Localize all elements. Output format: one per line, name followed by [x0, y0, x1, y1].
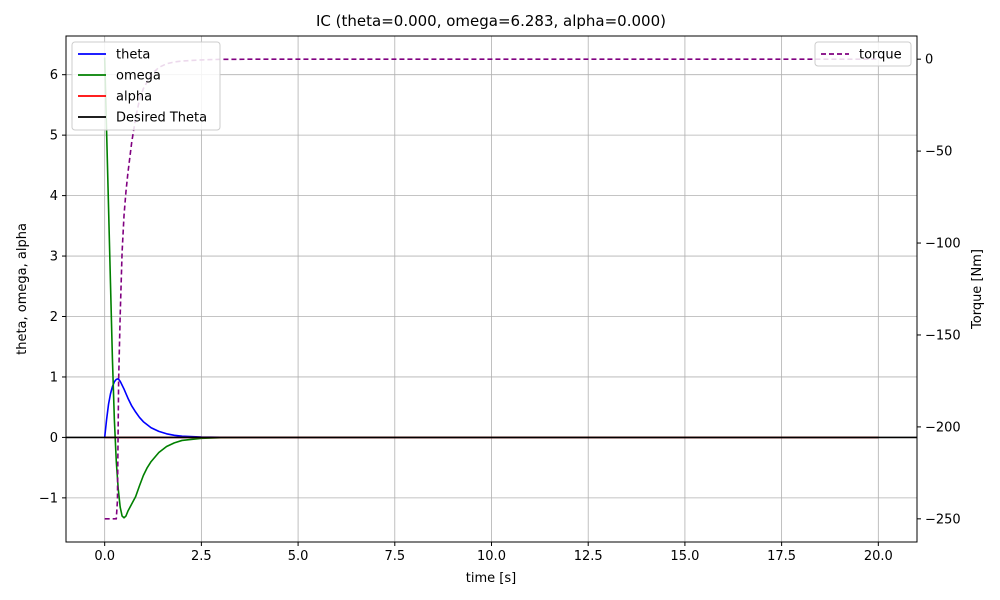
legend-left: theta omega alpha Desired Theta — [71, 41, 221, 131]
x-tick-label: 10.0 — [477, 549, 506, 564]
y-tick-label: 2 — [50, 310, 58, 325]
x-tick-label: 5.0 — [288, 549, 309, 564]
legend-label-theta: theta — [116, 48, 150, 63]
x-axis-label: time [s] — [466, 571, 516, 586]
y2-tick-label: −250 — [925, 512, 961, 527]
x-tick-label: 2.5 — [191, 549, 212, 564]
x-tick-label: 7.5 — [384, 549, 405, 564]
x-axis-ticks: 0.0 2.5 5.0 7.5 10.0 12.5 15.0 17.5 20.0 — [94, 542, 893, 564]
y-tick-label: 0 — [50, 431, 58, 446]
y2-tick-label: 0 — [925, 53, 933, 68]
y-axis-label: theta, omega, alpha — [15, 223, 30, 355]
x-tick-label: 0.0 — [94, 549, 115, 564]
series-line-theta — [103, 377, 879, 439]
legend-right: torque — [814, 41, 912, 67]
y2-axis-label: Torque [Nm] — [970, 249, 985, 330]
y2-tick-label: −150 — [925, 328, 961, 343]
x-tick-label: 20.0 — [864, 549, 893, 564]
series-line-omega — [103, 57, 879, 519]
y-tick-label: 6 — [50, 68, 58, 83]
x-tick-label: 15.0 — [670, 549, 699, 564]
y2-tick-label: −50 — [925, 145, 952, 160]
y-tick-label: 4 — [50, 189, 58, 204]
x-tick-label: 17.5 — [767, 549, 796, 564]
legend-label-desired-theta: Desired Theta — [116, 111, 207, 126]
y2-tick-label: −100 — [925, 237, 961, 252]
legend-label-alpha: alpha — [116, 90, 152, 105]
x-tick-label: 12.5 — [574, 549, 603, 564]
y-tick-label: 5 — [50, 129, 58, 144]
chart-title: IC (theta=0.000, omega=6.283, alpha=0.00… — [316, 12, 666, 30]
legend-right-box — [814, 41, 912, 67]
legend-left-box — [71, 41, 221, 131]
legend-label-torque: torque — [859, 48, 902, 63]
y-axis-ticks: −1 0 1 2 3 4 5 6 — [39, 68, 66, 506]
y-tick-label: 3 — [50, 250, 58, 265]
y2-axis-ticks: 0 −50 −100 −150 −200 −250 — [917, 53, 961, 527]
y-tick-label: 1 — [50, 370, 58, 385]
y-tick-label: −1 — [39, 491, 58, 506]
legend-label-omega: omega — [116, 69, 161, 84]
y2-tick-label: −200 — [925, 420, 961, 435]
